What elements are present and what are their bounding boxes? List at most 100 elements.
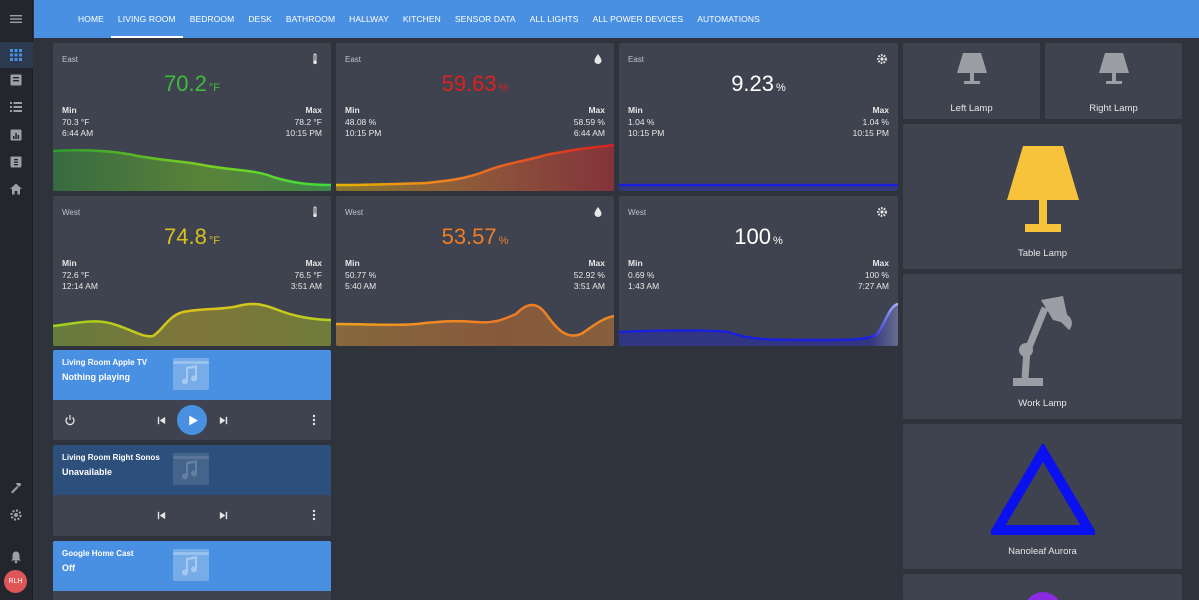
media-title: Google Home Cast [62,549,134,558]
sensor-history-graph [619,183,898,191]
list-icon[interactable] [7,98,25,116]
light-card-right-lamp[interactable]: Right Lamp [1045,43,1182,119]
sensor-max: Max 100 % 7:27 AM [857,258,889,291]
sensor-card-west-temperature[interactable]: West 74.8 °F Min 72.6 °F 12:14 AM Max 76.5 °… [53,196,331,346]
tab-bathroom[interactable]: BATHROOM [285,14,336,24]
media-controls [53,495,331,535]
home-icon[interactable] [7,180,25,198]
tab-all-lights[interactable]: ALL LIGHTS [529,14,579,24]
lamp-icon [1007,146,1079,232]
light-name: Nanoleaf Aurora [1008,546,1077,557]
desk-lamp-icon [1013,296,1072,386]
media-player-card[interactable]: Living Room Right Sonos Unavailable [53,445,331,536]
sensor-max: Max 1.04 % 10:15 PM [852,105,889,138]
sensor-history-graph [53,302,331,346]
settings-icon[interactable] [7,506,25,524]
sensor-card-east-temperature[interactable]: East 70.2 °F Min 70.3 °F 6:44 AM Max 78.2 °F… [53,43,331,191]
menu-icon[interactable] [7,10,25,28]
sensor-name: West [628,208,647,217]
sensor-card-east-humidity[interactable]: East 59.63% Min 48.08 % 10:15 PM Max 58.59 … [336,43,614,191]
light-card-nanoleaf-aurora[interactable]: Nanoleaf Aurora [903,424,1182,569]
tab-automations[interactable]: AUTOMATIONS [697,14,760,24]
light-name: Right Lamp [1089,103,1138,114]
sensor-card-west-percent[interactable]: West 100% Min 0.69 % 1:43 AM Max 100 % 7:27 … [619,196,898,346]
sensor-value: 9.23% [731,71,786,96]
media-state: Off [62,563,75,573]
tab-sensor-data[interactable]: SENSOR DATA [454,14,516,24]
sensor-max: Max 76.5 °F 3:51 AM [290,258,322,291]
tab-bedroom[interactable]: BEDROOM [189,14,235,24]
lamp-icon [1099,53,1129,84]
sensor-name: East [345,55,362,64]
sensor-history-graph [336,303,614,346]
sensor-min: Min 50.77 % 5:40 AM [345,258,377,291]
sensor-name: East [62,55,79,64]
tab-kitchen[interactable]: KITCHEN [402,14,441,24]
map-icon[interactable] [7,153,25,171]
media-player-card[interactable]: Google Home Cast Off [53,541,331,600]
music-video-icon [173,358,209,390]
sensor-history-graph [53,148,331,191]
more-options-icon[interactable] [306,412,322,428]
dashboard-icon[interactable] [7,46,25,64]
previous-track-icon[interactable] [153,507,169,523]
media-info: Google Home Cast Off [53,541,331,591]
bell-icon[interactable] [7,548,25,566]
sensor-min: Min 72.6 °F 12:14 AM [62,258,98,291]
light-name: Work Lamp [1018,398,1067,409]
sensor-name: East [628,55,645,64]
view-tabs: HOME LIVING ROOM BEDROOM DESK BATHROOM H… [71,0,767,38]
sensor-history-graph [619,302,898,346]
triangle-icon [991,444,1095,535]
sensor-min: Min 48.08 % 10:15 PM [345,105,382,138]
next-track-icon[interactable] [215,412,231,428]
music-video-icon [173,549,209,581]
light-name: Table Lamp [1017,248,1068,259]
gear-icon [877,207,887,217]
media-title: Living Room Right Sonos [62,453,160,462]
light-card-partial[interactable] [903,574,1182,600]
bulb-icon [1027,592,1059,600]
thermometer-icon [313,206,317,218]
tab-all-power-devices[interactable]: ALL POWER DEVICES [592,14,684,24]
sensor-max: Max 58.59 % 6:44 AM [573,105,605,138]
sensor-min: Min 70.3 °F 6:44 AM [62,105,94,138]
sidebar: RLH [0,0,33,600]
sensor-max: Max 52.92 % 3:51 AM [573,258,605,291]
light-card-work-lamp[interactable]: Work Lamp [903,274,1182,419]
sensor-value: 53.57% [441,224,509,249]
light-card-left-lamp[interactable]: Left Lamp [903,43,1040,119]
previous-track-icon[interactable] [153,412,169,428]
tab-home[interactable]: HOME [78,14,104,24]
next-track-icon[interactable] [215,507,231,523]
hammer-icon[interactable] [7,479,25,497]
media-info: Living Room Apple TV Nothing playing [53,350,331,400]
sensor-value: 70.2 °F [164,71,220,96]
sensor-card-west-humidity[interactable]: West 53.57% Min 50.77 % 5:40 AM Max 52.92 %… [336,196,614,346]
sensor-name: West [345,208,364,217]
sensor-value: 74.8 °F [164,224,220,249]
music-video-icon [173,453,209,485]
avatar[interactable]: RLH [4,570,27,593]
sensor-value: 59.63% [441,71,509,96]
tab-desk[interactable]: DESK [248,14,272,24]
media-info: Living Room Right Sonos Unavailable [53,445,331,495]
media-state: Unavailable [62,467,113,477]
logbook-icon[interactable] [7,71,25,89]
power-icon[interactable] [62,412,78,428]
more-options-icon[interactable] [306,507,322,523]
tab-hallway[interactable]: HALLWAY [349,14,389,24]
thermometer-icon [313,53,317,65]
sensor-card-east-percent[interactable]: East 9.23% Min 1.04 % 10:15 PM Max 1.04 % 10… [619,43,898,191]
sensor-min: Min 0.69 % 1:43 AM [628,258,660,291]
play-button[interactable] [177,405,207,435]
sensor-value: 100% [734,224,783,249]
light-card-table-lamp[interactable]: Table Lamp [903,124,1182,269]
media-player-card[interactable]: Living Room Apple TV Nothing playing [53,350,331,440]
water-drop-icon [594,54,602,64]
app-header: HOME LIVING ROOM BEDROOM DESK BATHROOM H… [34,0,1199,38]
tab-living-room[interactable]: LIVING ROOM [110,0,183,38]
media-title: Living Room Apple TV [62,358,148,367]
lamp-icon [957,53,987,84]
history-icon[interactable] [7,126,25,144]
